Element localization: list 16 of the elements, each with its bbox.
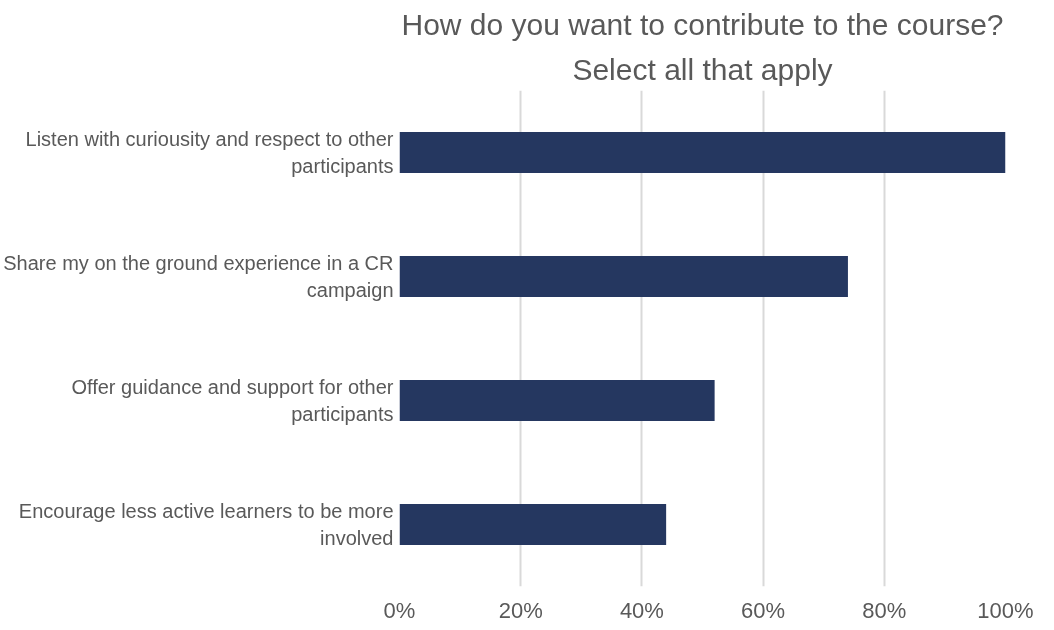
bar bbox=[399, 380, 715, 421]
x-tick-label: 40% bbox=[619, 597, 664, 623]
x-tick-label: 0% bbox=[383, 597, 416, 623]
bar bbox=[399, 132, 1006, 173]
chart-title: How do you want to contribute to the course? bbox=[401, 7, 1004, 41]
bar bbox=[399, 256, 848, 297]
bar bbox=[399, 504, 667, 545]
x-tick-label: 100% bbox=[977, 597, 1034, 623]
y-tick-label: Encourage less active learners to be more involved bbox=[18, 500, 394, 549]
y-tick-label: Offer guidance and support for other participants bbox=[71, 376, 394, 425]
x-tick-label: 80% bbox=[862, 597, 907, 623]
y-tick-label: Share my on the ground experience in a CR campaign bbox=[3, 252, 394, 301]
y-tick-label: Listen with curiousity and respect to other participants bbox=[25, 128, 394, 177]
x-tick-label: 60% bbox=[741, 597, 786, 623]
x-tick-label: 20% bbox=[498, 597, 543, 623]
chart-subtitle: Select all that apply bbox=[572, 52, 833, 86]
